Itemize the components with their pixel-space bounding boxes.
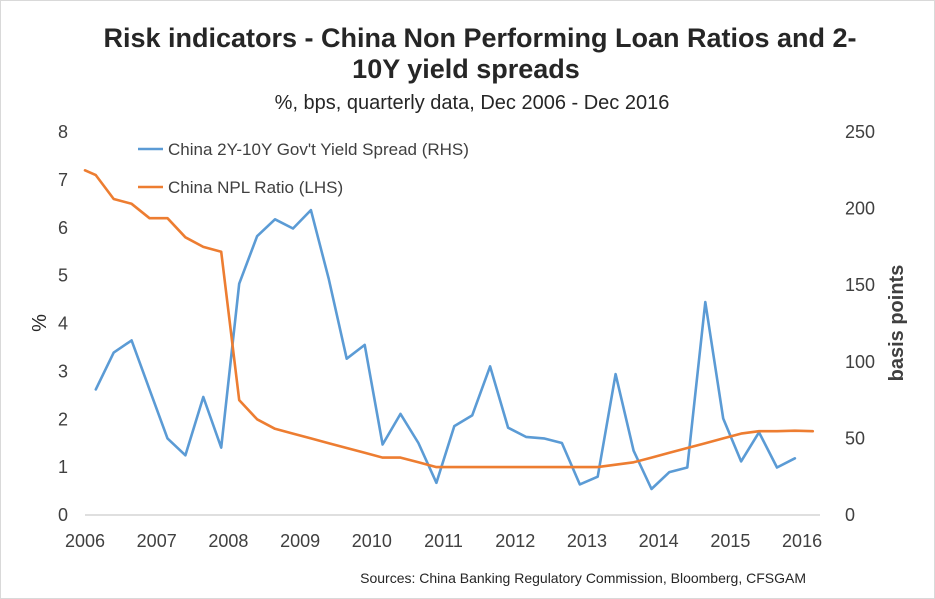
y-right-tick-100: 100 [845, 352, 875, 372]
y-right-tick-200: 200 [845, 199, 875, 219]
x-tick-2010: 2010 [352, 531, 392, 551]
y-left-tick-3: 3 [58, 361, 68, 381]
x-tick-2015: 2015 [710, 531, 750, 551]
y-right-tick-250: 250 [845, 122, 875, 142]
y-left-tick-0: 0 [58, 505, 68, 525]
source-note: Sources: China Banking Regulatory Commis… [360, 570, 806, 586]
y-right-tick-50: 50 [845, 428, 865, 448]
y-left-tick-8: 8 [58, 122, 68, 142]
x-tick-2013: 2013 [567, 531, 607, 551]
x-tick-2014: 2014 [639, 531, 679, 551]
y-left-tick-2: 2 [58, 409, 68, 429]
x-tick-2012: 2012 [495, 531, 535, 551]
chart-title-line1: Risk indicators - China Non Performing L… [103, 23, 856, 53]
y-right-tick-0: 0 [845, 505, 855, 525]
y-axis-right-title: basis points [886, 265, 908, 382]
series-line-npl-ratio [83, 169, 815, 469]
legend-label-npl: China NPL Ratio (LHS) [168, 178, 343, 197]
y-left-tick-4: 4 [58, 314, 68, 334]
legend: China 2Y-10Y Gov't Yield Spread (RHS) Ch… [138, 140, 469, 197]
y-left-tick-5: 5 [58, 266, 68, 286]
y-left-tick-6: 6 [58, 218, 68, 238]
x-tick-2009: 2009 [280, 531, 320, 551]
y-left-tick-7: 7 [58, 170, 68, 190]
x-tick-2016: 2016 [782, 531, 822, 551]
y-right-tick-150: 150 [845, 275, 875, 295]
x-tick-2008: 2008 [208, 531, 248, 551]
x-tick-2011: 2011 [424, 531, 463, 551]
chart-title-line2: 10Y yield spreads [352, 54, 580, 84]
y-left-tick-1: 1 [58, 457, 68, 477]
legend-label-spread: China 2Y-10Y Gov't Yield Spread (RHS) [168, 140, 469, 159]
x-tick-2007: 2007 [137, 531, 177, 551]
chart-subtitle: %, bps, quarterly data, Dec 2006 - Dec 2… [275, 92, 670, 114]
x-tick-2006: 2006 [65, 531, 105, 551]
y-axis-left-title: % [29, 314, 51, 332]
series-line-yield-spread [94, 208, 797, 491]
